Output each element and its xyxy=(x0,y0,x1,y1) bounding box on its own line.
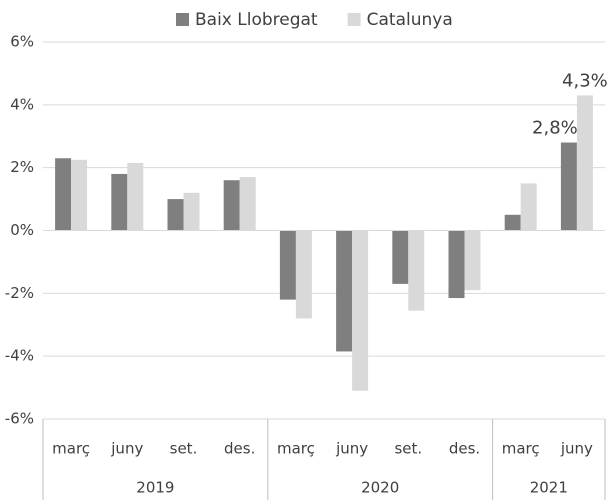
bar xyxy=(560,142,577,231)
y-tick-label: 2% xyxy=(10,158,34,176)
legend-label: Catalunya xyxy=(367,10,453,30)
x-tick-label: març xyxy=(52,440,90,458)
bar xyxy=(408,230,425,311)
x-tick-label: des. xyxy=(224,440,255,458)
x-group-label: 2019 xyxy=(136,479,174,497)
bar xyxy=(352,230,369,391)
x-tick-label: juny xyxy=(110,440,143,458)
bar xyxy=(127,162,144,231)
y-tick-label: -2% xyxy=(5,284,34,302)
value-label: 4,3% xyxy=(562,70,608,91)
x-tick-label: set. xyxy=(170,440,198,458)
bar xyxy=(520,183,537,231)
bar xyxy=(504,214,521,231)
y-tick-label: 0% xyxy=(10,221,34,239)
x-tick-label: des. xyxy=(449,440,480,458)
bar xyxy=(392,230,409,284)
bar xyxy=(167,199,184,231)
bar xyxy=(295,230,312,319)
bar xyxy=(183,192,200,231)
bar xyxy=(576,95,593,231)
bar xyxy=(71,159,88,231)
x-tick-label: març xyxy=(502,440,540,458)
bar xyxy=(448,230,465,299)
bar xyxy=(223,180,240,231)
bar xyxy=(111,173,128,231)
x-group-label: 2020 xyxy=(361,479,399,497)
y-tick-label: -4% xyxy=(5,347,34,365)
bar xyxy=(239,177,256,231)
legend-label: Baix Llobregat xyxy=(195,10,318,30)
x-tick-label: juny xyxy=(560,440,593,458)
bar xyxy=(336,230,353,352)
x-tick-label: set. xyxy=(394,440,422,458)
y-tick-label: 6% xyxy=(10,33,34,51)
bar xyxy=(55,158,72,231)
y-tick-label: 4% xyxy=(10,95,34,113)
legend-swatch xyxy=(347,13,361,26)
bar xyxy=(279,230,296,300)
x-tick-label: juny xyxy=(335,440,368,458)
x-tick-label: març xyxy=(277,440,315,458)
legend-swatch xyxy=(176,13,189,26)
x-group-label: 2021 xyxy=(530,479,568,497)
value-label: 2,8% xyxy=(532,118,578,139)
bar xyxy=(464,230,481,291)
y-tick-label: -6% xyxy=(5,410,34,428)
